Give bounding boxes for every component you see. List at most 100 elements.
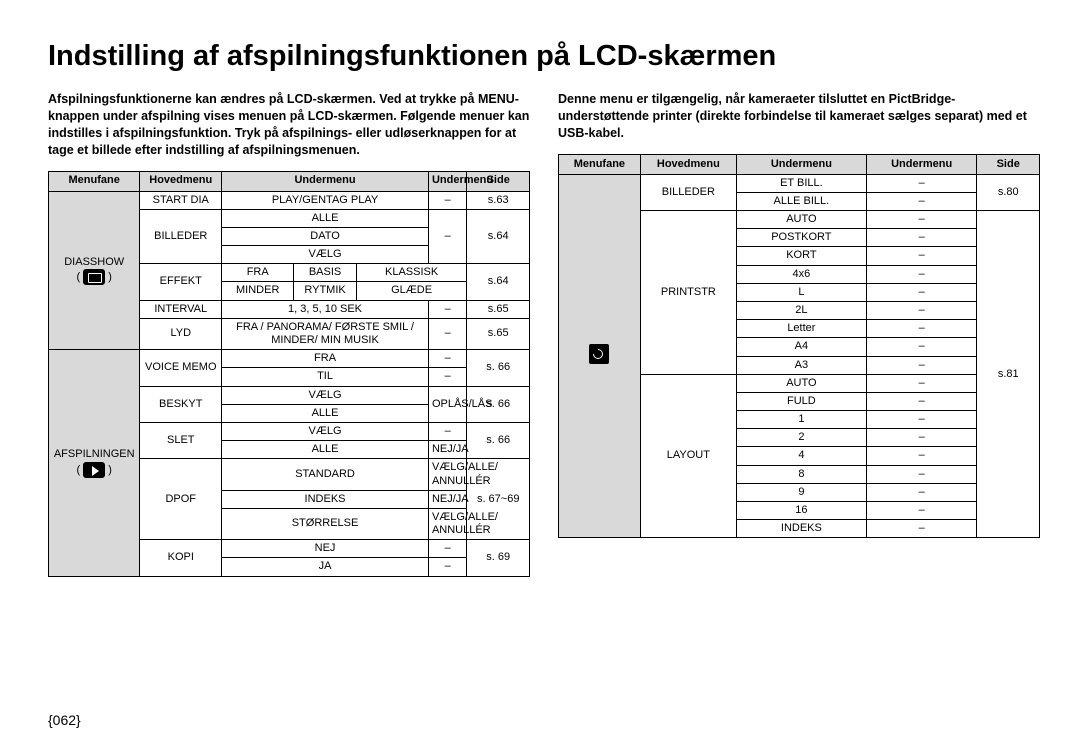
table-header-row: Menufane Hovedmenu Undermenu Undermenu S… [49,171,530,191]
cell: s.64 [467,264,530,300]
cell: AUTO [736,211,866,229]
cell: – [866,283,977,301]
diasshow-label: DIASSHOW [64,256,124,268]
cell: – [428,350,466,368]
left-intro: Afspilningsfunktionerne kan ændres på LC… [48,91,530,159]
th-undermenu1: Undermenu [222,171,429,191]
table-header-row: Menufane Hovedmenu Undermenu Undermenu S… [559,154,1040,174]
left-table: Menufane Hovedmenu Undermenu Undermenu S… [48,171,530,577]
th-undermenu2: Undermenu [428,171,466,191]
cell: – [428,540,466,558]
cell: – [428,191,466,209]
cell: – [428,318,466,349]
cell: – [428,300,466,318]
cell: – [866,411,977,429]
table-row: BILLEDER ET BILL. – s.80 [559,174,1040,192]
cell: NEJ/JA [428,490,466,508]
diasshow-icon [83,269,105,285]
th-menufane: Menufane [559,154,641,174]
cell: PLAY/GENTAG PLAY [222,191,429,209]
cell: DATO [222,227,429,245]
cell: VOICE MEMO [140,350,222,386]
pictbridge-icon [589,344,609,364]
cell: BESKYT [140,386,222,422]
menufane-diasshow: DIASSHOW ( ) [49,191,140,350]
cell: L [736,283,866,301]
table-row: AFSPILNINGEN ( ) VOICE MEMO FRA – s. 66 [49,350,530,368]
cell: – [866,301,977,319]
cell: – [866,356,977,374]
cell: – [866,483,977,501]
th-hovedmenu: Hovedmenu [140,171,222,191]
cell: – [866,338,977,356]
menufane-afspilningen: AFSPILNINGEN ( ) [49,350,140,576]
th-side: Side [977,154,1040,174]
cell: 2 [736,429,866,447]
cell: 4 [736,447,866,465]
cell: KOPI [140,540,222,576]
cell: BILLEDER [140,209,222,264]
cell: VÆLG [222,386,429,404]
cell: GLÆDE [356,282,467,300]
cell: – [428,558,466,576]
th-undermenu2: Undermenu [866,154,977,174]
cell: s.81 [977,211,1040,538]
cell: – [866,465,977,483]
right-column: Denne menu er tilgængelig, når kameraete… [558,91,1040,577]
cell: – [866,192,977,210]
cell: A4 [736,338,866,356]
left-column: Afspilningsfunktionerne kan ændres på LC… [48,91,530,577]
cell: s.65 [467,318,530,349]
content-columns: Afspilningsfunktionerne kan ændres på LC… [48,91,1040,577]
cell: A3 [736,356,866,374]
cell: VÆLG [222,246,429,264]
cell: FRA [222,350,429,368]
cell: EFFEKT [140,264,222,300]
page-title: Indstilling af afspilningsfunktionen på … [48,40,1040,73]
cell: ALLE [222,404,429,422]
cell: VÆLG [222,422,429,440]
cell: RYTMIK [294,282,357,300]
cell: FULD [736,392,866,410]
cell: – [866,392,977,410]
cell: 1 [736,411,866,429]
cell: INDEKS [222,490,429,508]
cell: – [866,374,977,392]
cell: KORT [736,247,866,265]
cell: s.65 [467,300,530,318]
menufane-print [559,174,641,538]
cell: SLET [140,422,222,458]
table-row: DIASSHOW ( ) START DIA PLAY/GENTAG PLAY … [49,191,530,209]
cell: INTERVAL [140,300,222,318]
cell: 9 [736,483,866,501]
th-hovedmenu: Hovedmenu [640,154,736,174]
cell: 16 [736,502,866,520]
cell: 8 [736,465,866,483]
right-intro: Denne menu er tilgængelig, når kameraete… [558,91,1040,142]
cell: JA [222,558,429,576]
cell: STØRRELSE [222,508,429,539]
right-table: Menufane Hovedmenu Undermenu Undermenu S… [558,154,1040,539]
cell: – [866,429,977,447]
cell: s.80 [977,174,1040,210]
cell: LAYOUT [640,374,736,538]
cell: s.64 [467,209,530,264]
play-icon [83,462,105,478]
cell: s. 69 [467,540,530,576]
cell: s.63 [467,191,530,209]
cell: NEJ [222,540,429,558]
cell: – [428,368,466,386]
cell: FRA [222,264,294,282]
afspilningen-label: AFSPILNINGEN [54,448,135,460]
cell: LYD [140,318,222,349]
cell: – [866,247,977,265]
cell: – [866,320,977,338]
cell: ALLE [222,441,429,459]
cell: – [866,211,977,229]
cell: ALLE BILL. [736,192,866,210]
cell: BASIS [294,264,357,282]
cell: AUTO [736,374,866,392]
cell: POSTKORT [736,229,866,247]
cell: KLASSISK [356,264,467,282]
cell: – [866,229,977,247]
